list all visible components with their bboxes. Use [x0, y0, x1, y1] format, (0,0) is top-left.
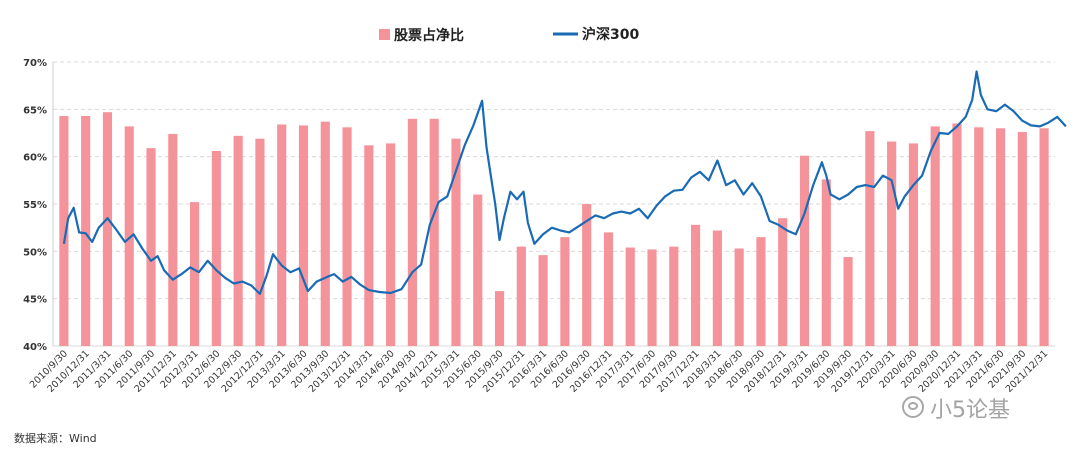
legend-label-line: 沪深300 [582, 26, 639, 43]
bar-2016/9/30 [582, 204, 592, 346]
bar-series [59, 112, 1049, 347]
bar-2010/9/30 [59, 115, 69, 347]
bar-2015/6/30 [473, 194, 483, 346]
bar-2015/12/31 [516, 246, 526, 346]
bar-2018/3/31 [712, 230, 722, 346]
bar-2018/9/30 [756, 237, 766, 346]
bar-2021/9/30 [1017, 132, 1027, 346]
bar-2014/3/31 [364, 145, 374, 346]
watermark: 小5论基 [930, 398, 1010, 423]
wechat-icon [902, 396, 924, 418]
bar-2012/12/31 [255, 138, 265, 346]
bar-2019/3/31 [799, 155, 810, 346]
bar-2020/3/31 [887, 141, 897, 346]
legend-label-bar: 股票占净比 [394, 27, 464, 44]
bar-2011/12/31 [168, 133, 178, 346]
bar-2018/6/30 [734, 248, 744, 346]
bar-2014/9/30 [407, 118, 417, 346]
bar-2017/12/31 [691, 224, 701, 346]
bar-2017/6/30 [647, 249, 657, 346]
bar-2011/3/31 [102, 112, 113, 346]
bar-2017/9/30 [669, 246, 679, 346]
bar-2021/12/31 [1039, 128, 1049, 346]
gridlines [53, 61, 1055, 347]
bar-2016/6/30 [560, 237, 570, 346]
bar-2013/12/31 [342, 127, 352, 346]
y-tick-label: 65% [23, 105, 47, 116]
bar-2014/12/31 [429, 118, 439, 346]
bar-2012/3/31 [190, 202, 200, 346]
bar-2013/6/30 [298, 125, 309, 346]
bar-2021/3/31 [974, 127, 984, 346]
legend: 股票占净比 沪深300 [379, 26, 639, 44]
bar-2015/9/30 [494, 291, 505, 346]
bar-2019/6/30 [821, 179, 831, 346]
bar-2012/6/30 [211, 150, 221, 346]
bar-2013/3/31 [277, 124, 287, 346]
bar-2012/9/30 [233, 135, 243, 346]
y-tick-label: 45% [23, 295, 47, 306]
y-tick-labels: 40% 45% 50% 55% 60% 65% 70% [23, 58, 47, 353]
bar-2019/9/30 [843, 257, 853, 346]
bar-2020/6/30 [908, 143, 918, 346]
bar-2021/6/30 [995, 128, 1006, 346]
bar-2017/3/31 [625, 247, 635, 346]
y-tick-label: 40% [23, 342, 47, 353]
bar-2014/6/30 [386, 143, 396, 346]
bar-2020/12/31 [952, 123, 962, 347]
line-series-hs300 [62, 70, 1067, 295]
bar-2013/9/30 [320, 121, 330, 346]
bar-2016/3/31 [538, 255, 548, 346]
bar-2018/12/31 [778, 218, 788, 346]
bar-2019/12/31 [865, 131, 875, 346]
bar-2011/9/30 [146, 148, 156, 346]
data-source-note: 数据来源：Wind [14, 432, 97, 445]
y-tick-label: 60% [23, 153, 47, 164]
bar-2016/12/31 [603, 232, 614, 346]
y-tick-label: 55% [23, 200, 47, 211]
legend-swatch-bar [379, 29, 390, 40]
bar-2011/6/30 [124, 126, 134, 346]
y-tick-label: 70% [23, 58, 47, 69]
bar-2015/3/31 [451, 138, 461, 346]
x-tick-labels: 2010/9/302010/12/312011/3/312011/6/30201… [28, 348, 1050, 395]
y-tick-label: 50% [23, 247, 47, 258]
bar-2020/9/30 [930, 126, 940, 346]
bar-2010/12/31 [81, 115, 91, 347]
